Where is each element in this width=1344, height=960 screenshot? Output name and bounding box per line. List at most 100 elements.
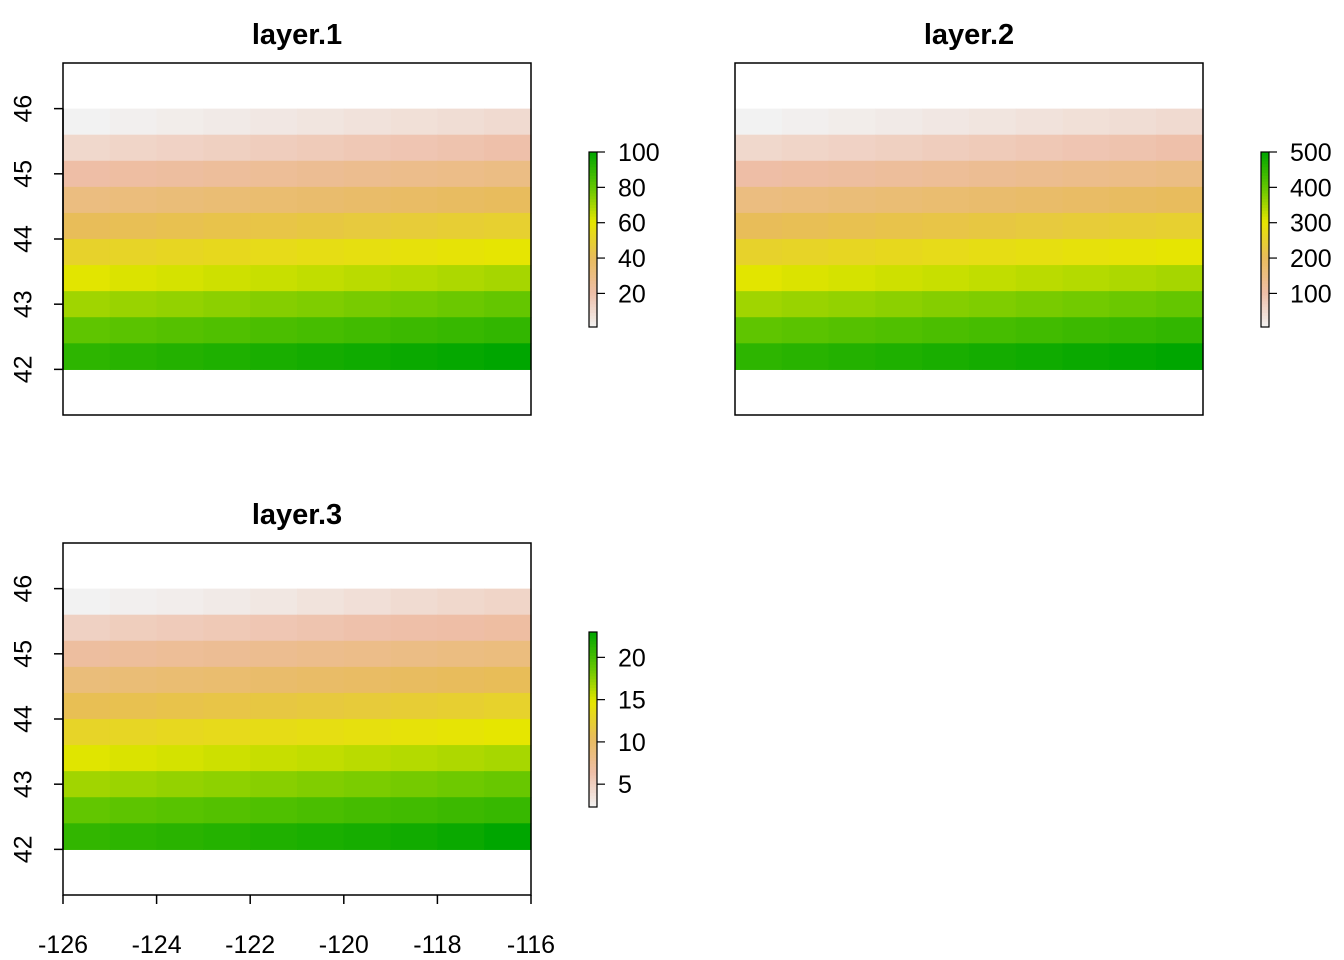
raster-cell (922, 134, 970, 162)
raster-cell (828, 108, 876, 136)
legend-swatch (589, 669, 597, 674)
raster-cell (484, 614, 532, 642)
raster-cell (437, 343, 485, 370)
raster-cell (109, 719, 158, 746)
legend-tick-label: 300 (1290, 210, 1332, 238)
raster-cell (875, 343, 923, 370)
raster-cell (156, 692, 204, 720)
raster-cell (297, 317, 345, 344)
legend-swatch (589, 195, 597, 200)
legend-swatch (1261, 154, 1269, 159)
raster-cell (390, 614, 438, 642)
raster-cell (1156, 317, 1204, 344)
raster-cell (390, 265, 438, 292)
raster-cell (156, 239, 204, 266)
legend-swatch (589, 792, 597, 796)
legend-swatch (1261, 318, 1269, 322)
raster-cell (343, 291, 392, 318)
raster-cell (437, 239, 485, 266)
raster-cell (1109, 186, 1157, 214)
raster-cell (343, 186, 392, 214)
legend-swatch (589, 681, 597, 686)
raster-cell (1109, 343, 1157, 370)
legend-swatch (589, 297, 597, 302)
raster-cell (437, 666, 485, 694)
raster-cell (63, 186, 111, 214)
raster-cell (1015, 134, 1064, 162)
raster-cell (63, 745, 111, 772)
raster-cell (250, 265, 298, 292)
legend-swatch (1261, 268, 1269, 273)
raster-cell (63, 265, 111, 292)
raster-cell (63, 239, 111, 266)
legend-swatch (1261, 230, 1269, 235)
legend-swatch (589, 248, 597, 252)
raster-cell (484, 588, 532, 616)
raster-cell (297, 212, 345, 240)
legend-swatch (589, 166, 597, 171)
raster-cell (63, 108, 111, 136)
raster-cell (484, 797, 532, 824)
legend-swatch (589, 245, 597, 249)
legend-swatch (589, 728, 597, 732)
legend-tick-label: 400 (1290, 174, 1332, 202)
raster-cell (156, 265, 204, 292)
legend-swatch (589, 207, 597, 211)
raster-cell (390, 317, 438, 344)
legend-swatch (589, 274, 597, 279)
legend-swatch (1261, 184, 1269, 188)
legend-swatch (589, 271, 597, 276)
legend-swatch (589, 280, 597, 284)
raster-cell (203, 666, 251, 694)
raster-cell (250, 186, 298, 214)
legend-swatch (589, 257, 597, 261)
legend-swatch (589, 643, 597, 648)
legend-swatch (589, 783, 597, 788)
raster-cell (203, 692, 251, 720)
y-tick-label: 44 (10, 225, 38, 253)
raster-cell (922, 160, 970, 188)
raster-cell (250, 719, 298, 746)
legend-swatch (589, 219, 597, 223)
raster-cell (109, 614, 158, 642)
legend-swatch (1261, 166, 1269, 171)
legend-swatch (589, 204, 597, 209)
raster-cell (828, 291, 876, 318)
legend-swatch (589, 321, 597, 325)
raster-cell (390, 640, 438, 668)
legend-swatch (1261, 262, 1269, 267)
raster-cell (1156, 160, 1204, 188)
legend-swatch (589, 725, 597, 729)
raster-cell (437, 692, 485, 720)
legend-swatch (589, 751, 597, 756)
raster-cell (437, 134, 485, 162)
raster-cell (390, 343, 438, 370)
legend-swatch (1261, 257, 1269, 261)
legend-swatch (589, 780, 597, 785)
legend-swatch (1261, 259, 1269, 264)
legend-swatch (589, 693, 597, 697)
legend-swatch (1261, 321, 1269, 325)
legend-swatch (589, 300, 597, 305)
legend-swatch (589, 283, 597, 287)
raster-cell (1109, 291, 1157, 318)
legend-swatch (589, 713, 597, 718)
raster-cell (297, 640, 345, 668)
legend-swatch (589, 277, 597, 281)
raster-cell (1156, 343, 1204, 370)
legend-swatch (589, 189, 597, 194)
legend-swatch (589, 306, 597, 311)
legend-tick-label: 100 (618, 139, 660, 167)
legend-swatch (589, 739, 597, 744)
raster-cell (1015, 317, 1064, 344)
raster-cell (250, 745, 298, 772)
legend-swatch (589, 699, 597, 703)
legend-tick-label: 100 (1290, 280, 1332, 308)
raster-cell (343, 614, 392, 642)
legend-swatch (589, 798, 597, 802)
raster-cell (203, 160, 251, 188)
legend-swatch (589, 684, 597, 689)
raster-cell (781, 317, 830, 344)
y-axis: 42 43 44 45 46 (10, 575, 64, 863)
